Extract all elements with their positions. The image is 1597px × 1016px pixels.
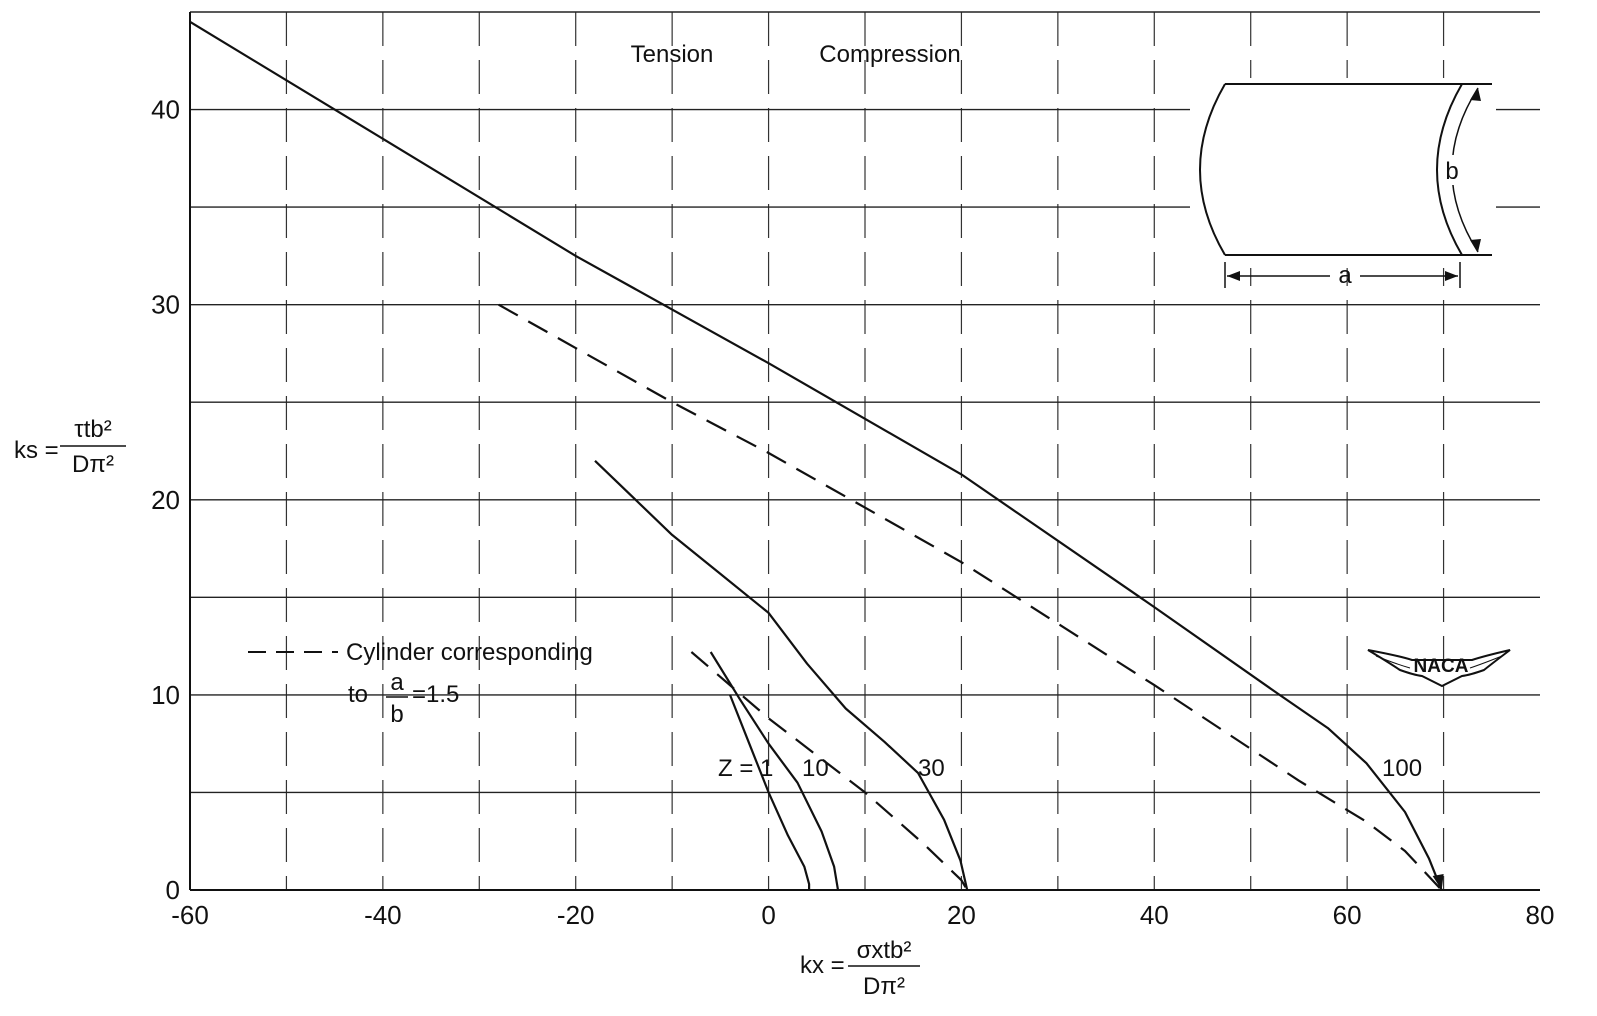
panel-curve: [594, 460, 969, 891]
curve-label-10: 10: [802, 755, 829, 782]
legend-to: to: [348, 681, 368, 708]
naca-logo: NACA: [1367, 649, 1511, 688]
y-tick-label: 30: [151, 290, 180, 320]
x-tick-label: 40: [1140, 900, 1169, 930]
y-tick-label: 40: [151, 95, 180, 125]
tick-labels: -60 -40 -20 0 20 40 60 80 0 10 20 30 40: [151, 95, 1554, 930]
y-tick-label: 10: [151, 680, 180, 710]
dashed-cylinder-curve: [690, 651, 969, 891]
curves: [189, 20, 1444, 891]
curved-panel-inset: b a: [1190, 78, 1496, 289]
y-tick-label: 0: [166, 875, 180, 905]
x-tick-label: -40: [364, 900, 402, 930]
legend: Cylinder corresponding to a b =1.5: [248, 639, 593, 728]
x-axis-denominator: Dπ²: [863, 973, 905, 1000]
x-tick-label: 0: [761, 900, 775, 930]
tension-label: Tension: [631, 41, 714, 68]
panel-curve: [709, 651, 840, 891]
x-tick-label: 80: [1526, 900, 1555, 930]
panel-curve: [189, 20, 1443, 891]
legend-frac-den: b: [390, 701, 403, 728]
dimension-a-label: a: [1338, 262, 1352, 289]
compression-label: Compression: [819, 41, 960, 68]
axes: [189, 12, 1540, 891]
dimension-b-label: b: [1445, 158, 1458, 185]
x-tick-label: 60: [1333, 900, 1362, 930]
curve-label-30: 30: [918, 755, 945, 782]
x-tick-label: -60: [171, 900, 209, 930]
y-axis-label: ks = τtb² Dπ²: [14, 416, 126, 478]
arrowhead: [1432, 874, 1444, 890]
y-axis-denominator: Dπ²: [72, 451, 114, 478]
legend-ratio: =1.5: [412, 681, 459, 708]
svg-text:kx =: kx =: [800, 952, 845, 979]
x-tick-label: -20: [557, 900, 595, 930]
x-axis-numerator: σxtb²: [857, 937, 912, 964]
panel-curve: [728, 694, 811, 890]
y-tick-label: 20: [151, 485, 180, 515]
x-axis-label: kx = σxtb² Dπ²: [800, 937, 920, 1000]
x-tick-label: 20: [947, 900, 976, 930]
legend-line1: Cylinder corresponding: [346, 639, 593, 666]
svg-text:ks =: ks =: [14, 437, 59, 464]
legend-frac-num: a: [390, 669, 404, 696]
curve-label-100: 100: [1382, 755, 1422, 782]
y-axis-numerator: τtb²: [74, 416, 112, 443]
naca-logo-text: NACA: [1414, 656, 1469, 677]
dashed-cylinder-curve: [498, 303, 1443, 891]
curve-label-z1: Z = 1: [718, 755, 773, 782]
